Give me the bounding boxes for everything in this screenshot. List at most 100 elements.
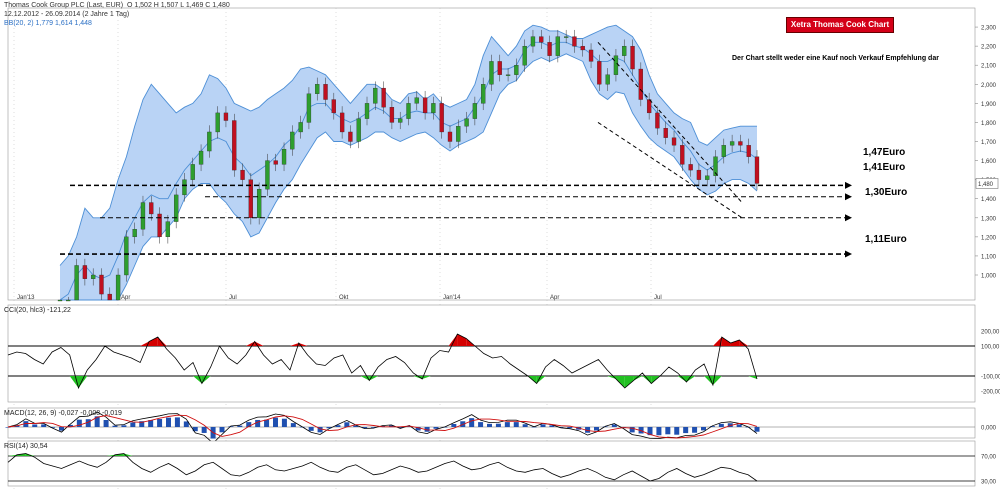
macd-histogram-bar xyxy=(736,424,742,427)
candle-body xyxy=(381,87,386,108)
rsi-overbought-fill xyxy=(8,454,17,456)
candle-body xyxy=(680,145,685,165)
candle-body xyxy=(356,118,361,142)
macd-histogram-bar xyxy=(103,420,109,427)
rsi-frame xyxy=(7,440,976,487)
candle-body xyxy=(588,49,594,62)
y-tick-label: 1,900 xyxy=(981,102,997,108)
macd-histogram-bar xyxy=(130,422,136,427)
bb-label: BB(20, 2) 1,779 1,614 1,448 xyxy=(4,20,92,27)
period-label: 12.12.2012 - 26.09.2014 (2 Jahre 1 Tag) xyxy=(4,11,130,18)
cci-tick-label: 200,00 xyxy=(981,330,1000,336)
candle-body xyxy=(256,189,262,218)
macd-histogram-bar xyxy=(692,427,698,433)
y-tick-label: 1,300 xyxy=(981,216,997,222)
candle-body xyxy=(422,97,428,114)
macd-histogram-bar xyxy=(504,422,510,427)
candle-body xyxy=(713,156,718,176)
macd-histogram-bar xyxy=(344,422,350,427)
macd-histogram-bar xyxy=(594,427,599,431)
cci-oversold-fill xyxy=(78,376,88,388)
macd-histogram-bar xyxy=(433,427,439,429)
cci-overbought-fill xyxy=(739,340,749,346)
candle-body xyxy=(223,112,229,121)
cci-oversold-fill xyxy=(642,376,652,384)
candle-body xyxy=(738,141,743,146)
macd-histogram-bar xyxy=(335,425,341,427)
macd-histogram-bar xyxy=(424,427,430,432)
macd-histogram-bar xyxy=(219,427,225,433)
macd-histogram-bar xyxy=(665,427,671,435)
candle-body xyxy=(190,164,195,180)
candle-body xyxy=(207,131,212,152)
cci-tick-label: 100,00 xyxy=(981,345,1000,351)
instrument-header: Thomas Cook Group PLC (Last, EUR) O 1,50… xyxy=(4,1,230,10)
y-tick-label: 2,100 xyxy=(981,64,997,70)
macd-histogram-bar xyxy=(237,425,243,427)
macd-histogram-bar xyxy=(201,427,207,433)
support-arrow xyxy=(845,250,852,258)
candle-body xyxy=(240,169,245,180)
macd-tick-label: 0,000 xyxy=(981,426,997,432)
cci-overbought-fill xyxy=(457,334,467,346)
rsi-overbought-fill xyxy=(106,454,115,456)
candle-body xyxy=(306,93,312,123)
candle-body xyxy=(281,148,287,165)
cci-overbought-fill xyxy=(712,337,722,346)
macd-histogram-bar xyxy=(415,427,421,431)
macd-histogram-bar xyxy=(273,417,278,427)
candle-body xyxy=(232,120,237,171)
macd-histogram-bar xyxy=(549,425,555,427)
macd-signal-line xyxy=(7,414,758,439)
macd-panel: 0,000 xyxy=(5,407,997,444)
x-tick-label: Okt xyxy=(339,295,349,301)
candle-body xyxy=(522,45,527,66)
candle-body xyxy=(754,156,760,184)
candle-body xyxy=(273,160,278,165)
candle-body xyxy=(389,107,395,123)
rsi-title: RSI(14) 30,54 xyxy=(4,443,48,450)
candle-body xyxy=(464,118,469,127)
macd-histogram-bar xyxy=(76,419,82,427)
candle-body xyxy=(331,99,336,114)
candle-body xyxy=(398,118,403,123)
trend-channel-upper xyxy=(597,41,743,203)
support-label-141: 1,41Euro xyxy=(863,162,906,173)
price-panel: 1,0001,1001,2001,3001,4001,5001,6001,700… xyxy=(7,7,999,489)
macd-histogram-bar xyxy=(754,427,760,432)
disclaimer: Der Chart stellt weder eine Kauf noch Ve… xyxy=(732,55,939,62)
macd-histogram-bar xyxy=(290,423,296,427)
candle-body xyxy=(597,61,602,85)
y-tick-label: 2,300 xyxy=(981,26,997,32)
macd-histogram-bar xyxy=(718,423,724,427)
cci-panel: 200,00 100,00 -100,00 -200,00 xyxy=(7,304,1000,403)
candle-body xyxy=(505,74,511,76)
candle-body xyxy=(696,169,702,180)
macd-histogram-bar xyxy=(59,427,64,431)
x-tick-label: Jul xyxy=(229,295,237,301)
candle-body xyxy=(489,61,494,85)
candle-body xyxy=(663,127,668,138)
cci-oversold-fill xyxy=(201,376,211,384)
cci-oversold-fill xyxy=(748,376,757,379)
macd-histogram-bar xyxy=(487,423,492,427)
macd-histogram-bar xyxy=(67,424,73,427)
candle-body xyxy=(315,84,320,94)
macd-histogram-bar xyxy=(308,427,314,431)
candle-body xyxy=(580,45,585,51)
candle-body xyxy=(605,74,610,85)
y-tick-label: 1,700 xyxy=(981,140,997,146)
candle-body xyxy=(215,112,220,133)
macd-histogram-bar xyxy=(32,424,38,427)
macd-histogram-bar xyxy=(362,427,368,429)
x-tick-label: Jan'13 xyxy=(17,295,35,301)
chart-title: Xetra Thomas Cook Chart xyxy=(786,17,894,33)
cci-oversold-fill xyxy=(686,376,696,382)
macd-title: MACD(12, 26, 9) -0,027 -0,008 -0,019 xyxy=(4,410,122,417)
candle-body xyxy=(373,87,378,104)
candle-body xyxy=(74,265,79,301)
candle-body xyxy=(165,221,171,238)
candle-body xyxy=(124,236,129,276)
cci-oversold-fill xyxy=(536,376,546,384)
cci-overbought-fill xyxy=(148,337,158,346)
